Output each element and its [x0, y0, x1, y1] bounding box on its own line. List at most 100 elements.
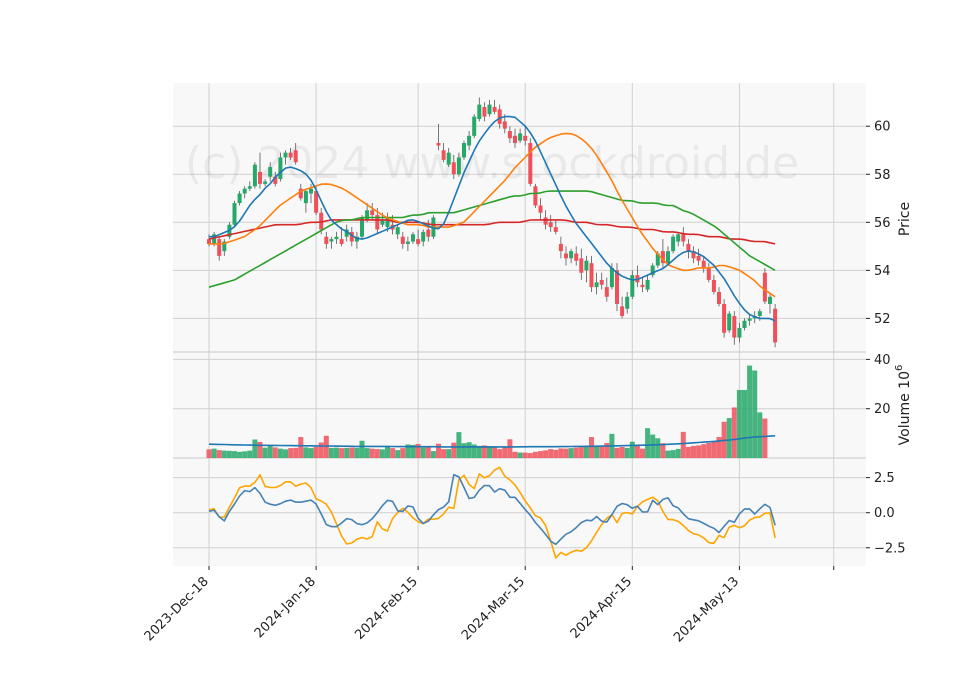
sma-mid-line — [209, 132, 776, 298]
volume-bar-down — [339, 448, 345, 458]
volume-bar-down — [543, 450, 549, 458]
candle-down — [375, 215, 380, 230]
volume-bar-up — [308, 448, 314, 458]
candle-down — [717, 291, 721, 304]
oscillator-tick-label: 0.0 — [874, 506, 895, 521]
candle-up — [222, 241, 227, 252]
volume-axis-label: Volume 106 — [894, 365, 913, 446]
volume-bar-up — [517, 452, 523, 458]
volume-bar-down — [716, 437, 722, 458]
candle-down — [615, 270, 619, 304]
volume-bar-up — [379, 449, 385, 458]
candle-down — [507, 131, 512, 139]
volume-bar-up — [568, 448, 574, 458]
candle-up — [360, 217, 364, 237]
candle-down — [482, 107, 487, 117]
candle-down — [339, 239, 344, 244]
volume-bar-down — [441, 449, 447, 458]
candle-up — [446, 152, 451, 165]
candle-down — [436, 143, 441, 146]
volume-bar-up — [237, 451, 243, 458]
candle-down — [207, 239, 211, 244]
volume-bar-down — [272, 447, 278, 458]
volume-tick-label: 40 — [874, 353, 891, 368]
volume-bar-up — [405, 444, 411, 458]
volume-bar-down — [206, 449, 212, 458]
candle-down — [441, 150, 446, 160]
volume-bar-down — [374, 449, 380, 458]
volume-bar-up — [420, 447, 426, 458]
volume-bar-down — [685, 446, 691, 458]
candle-up — [242, 188, 247, 194]
candle-down — [686, 243, 691, 252]
volume-bar-down — [762, 418, 768, 458]
volume-bar-down — [619, 446, 625, 458]
price-tick-label: 58 — [874, 168, 891, 183]
volume-bar-down — [589, 437, 594, 458]
volume-bar-down — [425, 447, 431, 458]
volume-bar-down — [497, 449, 503, 458]
candle-up — [421, 231, 426, 242]
volume-bar-down — [711, 441, 717, 458]
candle-up — [303, 191, 308, 204]
candle-up — [247, 186, 252, 189]
candle-up — [456, 157, 461, 175]
candle-up — [385, 217, 390, 228]
volume-bar-down — [522, 452, 528, 458]
volume-bar-down — [553, 449, 559, 458]
candle-up — [477, 104, 482, 120]
candle-down — [370, 210, 375, 216]
candle-up — [676, 234, 681, 242]
volume-bar-up — [277, 448, 283, 458]
candle-down — [548, 222, 553, 228]
volume-bar-down — [369, 448, 375, 458]
candle-down — [681, 234, 686, 242]
candle-up — [278, 157, 283, 180]
volume-bar-up — [757, 412, 763, 458]
volume-bar-down — [558, 448, 564, 458]
candle-down — [528, 143, 533, 184]
candle-up — [650, 265, 655, 276]
oscillator-line-1 — [208, 466, 776, 559]
candle-down — [523, 135, 528, 141]
volume-bar-up — [461, 443, 467, 458]
candle-up — [232, 203, 237, 225]
candle-down — [258, 171, 262, 184]
volume-bar-up — [747, 365, 753, 458]
volume-bar-down — [502, 446, 508, 458]
oscillator-panel — [208, 466, 776, 559]
candle-up — [742, 320, 747, 328]
oscillator-tick-label: 2.5 — [874, 471, 895, 486]
volume-bar-down — [507, 439, 513, 458]
price-panel — [207, 97, 778, 348]
volume-bar-up — [742, 389, 747, 458]
candle-up — [747, 318, 752, 321]
volume-bar-up — [456, 432, 462, 458]
volume-bar-down — [390, 448, 396, 458]
candle-down — [314, 191, 319, 213]
volume-bar-down — [578, 447, 584, 458]
candle-up — [344, 229, 349, 237]
volume-bar-down — [563, 448, 569, 458]
candle-down — [543, 217, 548, 225]
volume-bar-down — [634, 445, 640, 458]
volume-bar-up — [232, 451, 237, 458]
volume-panel — [206, 365, 776, 458]
candle-up — [405, 241, 410, 244]
volume-bar-up — [655, 438, 661, 458]
candle-up — [584, 260, 589, 271]
volume-bar-down — [293, 447, 299, 458]
candle-up — [666, 251, 670, 264]
candle-down — [604, 287, 609, 297]
sma-long-line — [208, 190, 776, 288]
volume-bar-up — [385, 445, 390, 458]
candle-down — [620, 306, 625, 316]
candle-down — [732, 315, 737, 338]
candle-up — [609, 267, 614, 288]
x-tick-label: 2024-Apr-15 — [568, 574, 635, 641]
sma-longest-line — [208, 219, 776, 245]
candle-up — [411, 234, 415, 242]
volume-bar-down — [527, 453, 533, 458]
volume-bar-up — [303, 447, 309, 458]
volume-bar-down — [257, 441, 263, 458]
